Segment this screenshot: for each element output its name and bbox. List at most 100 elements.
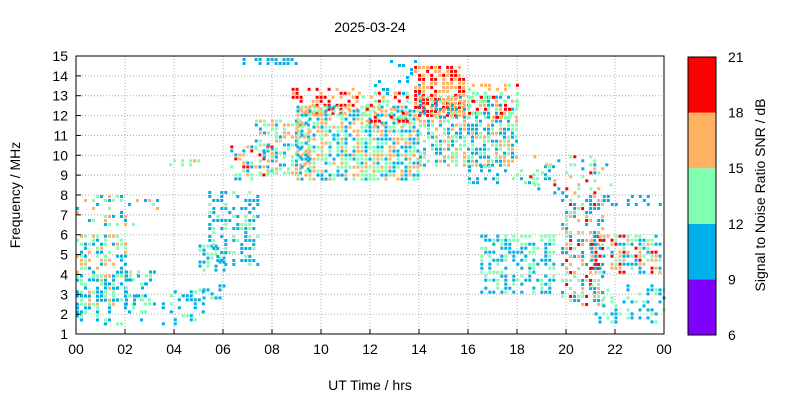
snr-cell: [561, 191, 565, 195]
snr-cell: [516, 278, 520, 282]
snr-cell: [446, 101, 450, 105]
snr-cell: [515, 127, 518, 131]
snr-cell: [100, 258, 103, 262]
snr-cell: [324, 105, 328, 109]
snr-cell: [634, 234, 638, 238]
snr-cell: [120, 270, 123, 274]
snr-cell: [258, 58, 262, 61]
snr-cell: [339, 91, 343, 95]
snr-cell: [492, 258, 496, 262]
snr-cell: [296, 141, 300, 145]
snr-cell: [524, 278, 528, 282]
snr-cell: [638, 262, 642, 266]
snr-cell: [308, 169, 312, 173]
snr-cell: [372, 169, 376, 173]
snr-cell: [614, 238, 618, 242]
snr-cell: [499, 155, 502, 159]
snr-cell: [455, 131, 458, 135]
snr-cell: [304, 153, 308, 157]
snr-cell: [328, 153, 332, 157]
snr-cell: [364, 137, 368, 141]
snr-cell: [650, 312, 654, 316]
snr-cell: [504, 107, 507, 111]
snr-cell: [189, 159, 193, 163]
snr-cell: [418, 77, 422, 81]
snr-cell: [569, 295, 573, 298]
snr-cell: [112, 294, 115, 298]
snr-cell: [634, 254, 638, 258]
snr-cell: [274, 135, 278, 139]
snr-cell: [451, 111, 454, 115]
snr-cell: [92, 238, 95, 242]
snr-cell: [92, 234, 95, 238]
snr-cell: [581, 283, 585, 286]
snr-cell: [458, 73, 462, 77]
snr-cell: [388, 157, 392, 161]
snr-cell: [112, 242, 115, 246]
snr-cell: [208, 195, 212, 198]
snr-cell: [400, 133, 404, 137]
snr-cell: [360, 141, 364, 145]
snr-cell: [291, 91, 295, 95]
snr-cell: [528, 262, 532, 266]
snr-cell: [311, 103, 315, 107]
snr-cell: [116, 195, 119, 198]
snr-cell: [120, 242, 123, 246]
snr-cell: [601, 247, 605, 250]
snr-cell: [312, 137, 316, 141]
snr-cell: [388, 161, 392, 165]
snr-cell: [408, 145, 412, 149]
snr-cell: [197, 159, 201, 163]
snr-cell: [88, 266, 91, 270]
snr-cell: [396, 137, 400, 141]
snr-cell: [426, 97, 430, 101]
snr-cell: [418, 65, 422, 69]
snr-cell: [618, 266, 622, 270]
snr-cell: [479, 119, 482, 123]
snr-cell: [455, 147, 458, 151]
snr-cell: [450, 81, 454, 85]
y-tick-label: 10: [52, 147, 68, 163]
snr-cell: [434, 93, 438, 97]
snr-cell: [495, 95, 498, 99]
snr-cell: [594, 242, 598, 246]
snr-cell: [214, 248, 218, 252]
snr-cell: [388, 149, 392, 153]
snr-cell: [585, 199, 589, 202]
snr-cell: [484, 165, 487, 169]
snr-cell: [658, 266, 662, 270]
x-axis-label: UT Time / hrs: [328, 377, 412, 393]
colorbar-bin: [688, 223, 716, 280]
snr-cell: [618, 262, 622, 266]
snr-cell: [483, 143, 486, 147]
snr-cell: [360, 121, 364, 125]
snr-cell: [360, 157, 364, 161]
snr-cell: [153, 270, 156, 274]
snr-cell: [480, 95, 483, 99]
snr-cell: [439, 123, 442, 127]
snr-cell: [364, 165, 368, 169]
snr-cell: [654, 266, 658, 270]
snr-cell: [266, 159, 270, 163]
snr-cell: [499, 143, 502, 147]
snr-cell: [290, 58, 294, 61]
snr-cell: [246, 169, 250, 173]
snr-cell: [76, 238, 79, 242]
snr-cell: [125, 302, 128, 306]
snr-cell: [125, 298, 128, 302]
snr-cell: [439, 107, 442, 111]
snr-cell: [468, 111, 471, 115]
snr-cell: [328, 149, 332, 153]
snr-cell: [266, 145, 270, 149]
snr-cell: [492, 250, 496, 254]
snr-cell: [80, 310, 83, 314]
snr-cell: [447, 99, 450, 103]
snr-cell: [100, 250, 103, 254]
snr-cell: [447, 107, 450, 111]
snr-cell: [324, 157, 328, 161]
snr-cell: [593, 171, 597, 175]
snr-cell: [416, 149, 420, 153]
snr-cell: [396, 121, 400, 125]
snr-cell: [512, 234, 516, 238]
snr-cell: [422, 85, 426, 89]
